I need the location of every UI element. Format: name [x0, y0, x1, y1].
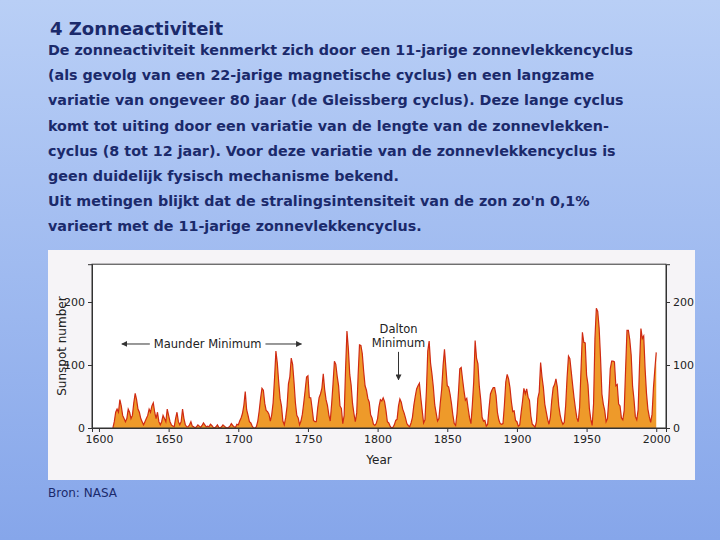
tick-label: 1700 — [225, 433, 253, 446]
tick: 0 — [666, 422, 680, 435]
sunspot-line — [113, 308, 656, 428]
paragraph-line: variatie van ongeveer 80 jaar (de Gleiss… — [48, 92, 624, 108]
tick: 1900 — [503, 428, 531, 446]
tick: 1850 — [434, 428, 462, 446]
tick-label: 0 — [673, 422, 680, 435]
tick-mark — [666, 428, 670, 429]
paragraph-line: geen duidelijk fysisch mechanisme bekend… — [48, 168, 399, 184]
annotation-text: Dalton — [380, 322, 418, 336]
tick-label: 200 — [673, 296, 694, 309]
annotation-arrow — [122, 343, 150, 344]
tick-mark — [169, 428, 170, 432]
paragraph-line: De zonneactiviteit kenmerkt zich door ee… — [48, 42, 633, 58]
paragraph-line: varieert met de 11-jarige zonnevlekkency… — [48, 218, 422, 234]
tick-label: 1750 — [294, 433, 322, 446]
annotation-arrow — [265, 343, 301, 344]
tick-label: 1800 — [364, 433, 392, 446]
tick-mark — [308, 428, 309, 432]
tick: 1600 — [85, 428, 113, 446]
tick-mark — [666, 365, 670, 366]
tick: 1700 — [225, 428, 253, 446]
chart-background — [48, 250, 695, 480]
tick: 1750 — [294, 428, 322, 446]
annotation-text: Maunder Minimum — [154, 337, 262, 351]
tick-mark — [88, 428, 92, 429]
plot-area — [92, 264, 666, 428]
tick-label: 2000 — [643, 433, 671, 446]
tick-mark — [656, 428, 657, 432]
slide-heading: 4 Zonneactiviteit — [50, 18, 224, 39]
tick-label: 1850 — [434, 433, 462, 446]
tick-label: 1650 — [155, 433, 183, 446]
tick-label: 1900 — [503, 433, 531, 446]
source-note: Bron: NASA — [48, 486, 118, 500]
tick-label: 100 — [673, 359, 694, 372]
tick-mark — [447, 428, 448, 432]
tick: 0 — [78, 422, 92, 435]
axis-line — [93, 429, 667, 433]
tick: 200 — [666, 296, 694, 309]
slide: 4 Zonneactiviteit De zonneactiviteit kenm… — [0, 0, 720, 540]
paragraph-line: komt tot uiting door een variatie van de… — [48, 118, 609, 134]
x-axis-title: Year — [365, 453, 391, 467]
tick: 1650 — [155, 428, 183, 446]
axis-line — [88, 265, 93, 429]
tick: 100 — [666, 359, 694, 372]
tick-label: 1950 — [573, 433, 601, 446]
slide-background — [0, 0, 720, 540]
tick-mark — [88, 365, 92, 366]
axis-line — [667, 265, 671, 429]
plot-marks — [113, 308, 656, 428]
tick-mark — [378, 428, 379, 432]
tick-mark — [238, 428, 239, 432]
paragraph-line: Uit metingen blijkt dat de stralingsinte… — [48, 193, 590, 209]
annotation-text: Minimum — [372, 336, 425, 350]
plot-frame — [92, 264, 666, 428]
annotation-arrow — [398, 352, 399, 380]
tick-mark — [517, 428, 518, 432]
tick-mark — [99, 428, 100, 432]
tick: 1800 — [364, 428, 392, 446]
tick-mark — [587, 428, 588, 432]
y-axis-title: Sunspot number — [55, 296, 69, 395]
x-axis: 1600 1650 1700 1750 1800 1850 1900 1950 2000 — [85, 428, 670, 446]
y-axis-right: 0 100 200 — [666, 265, 694, 435]
tick: 2000 — [643, 428, 671, 446]
paragraph-line: cyclus (8 tot 12 jaar). Voor deze variat… — [48, 143, 616, 159]
tick: 1950 — [573, 428, 601, 446]
sunspot-area — [113, 308, 656, 428]
tick-mark — [666, 302, 670, 303]
tick-label: 0 — [78, 422, 85, 435]
tick-label: 1600 — [85, 433, 113, 446]
paragraph-line: (als gevolg van een 22-jarige magnetisch… — [48, 67, 594, 83]
tick-mark — [88, 302, 92, 303]
